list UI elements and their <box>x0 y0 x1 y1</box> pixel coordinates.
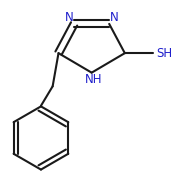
Text: N: N <box>110 11 118 24</box>
Text: SH: SH <box>157 47 173 60</box>
Text: N: N <box>65 11 74 24</box>
Text: NH: NH <box>85 73 102 86</box>
